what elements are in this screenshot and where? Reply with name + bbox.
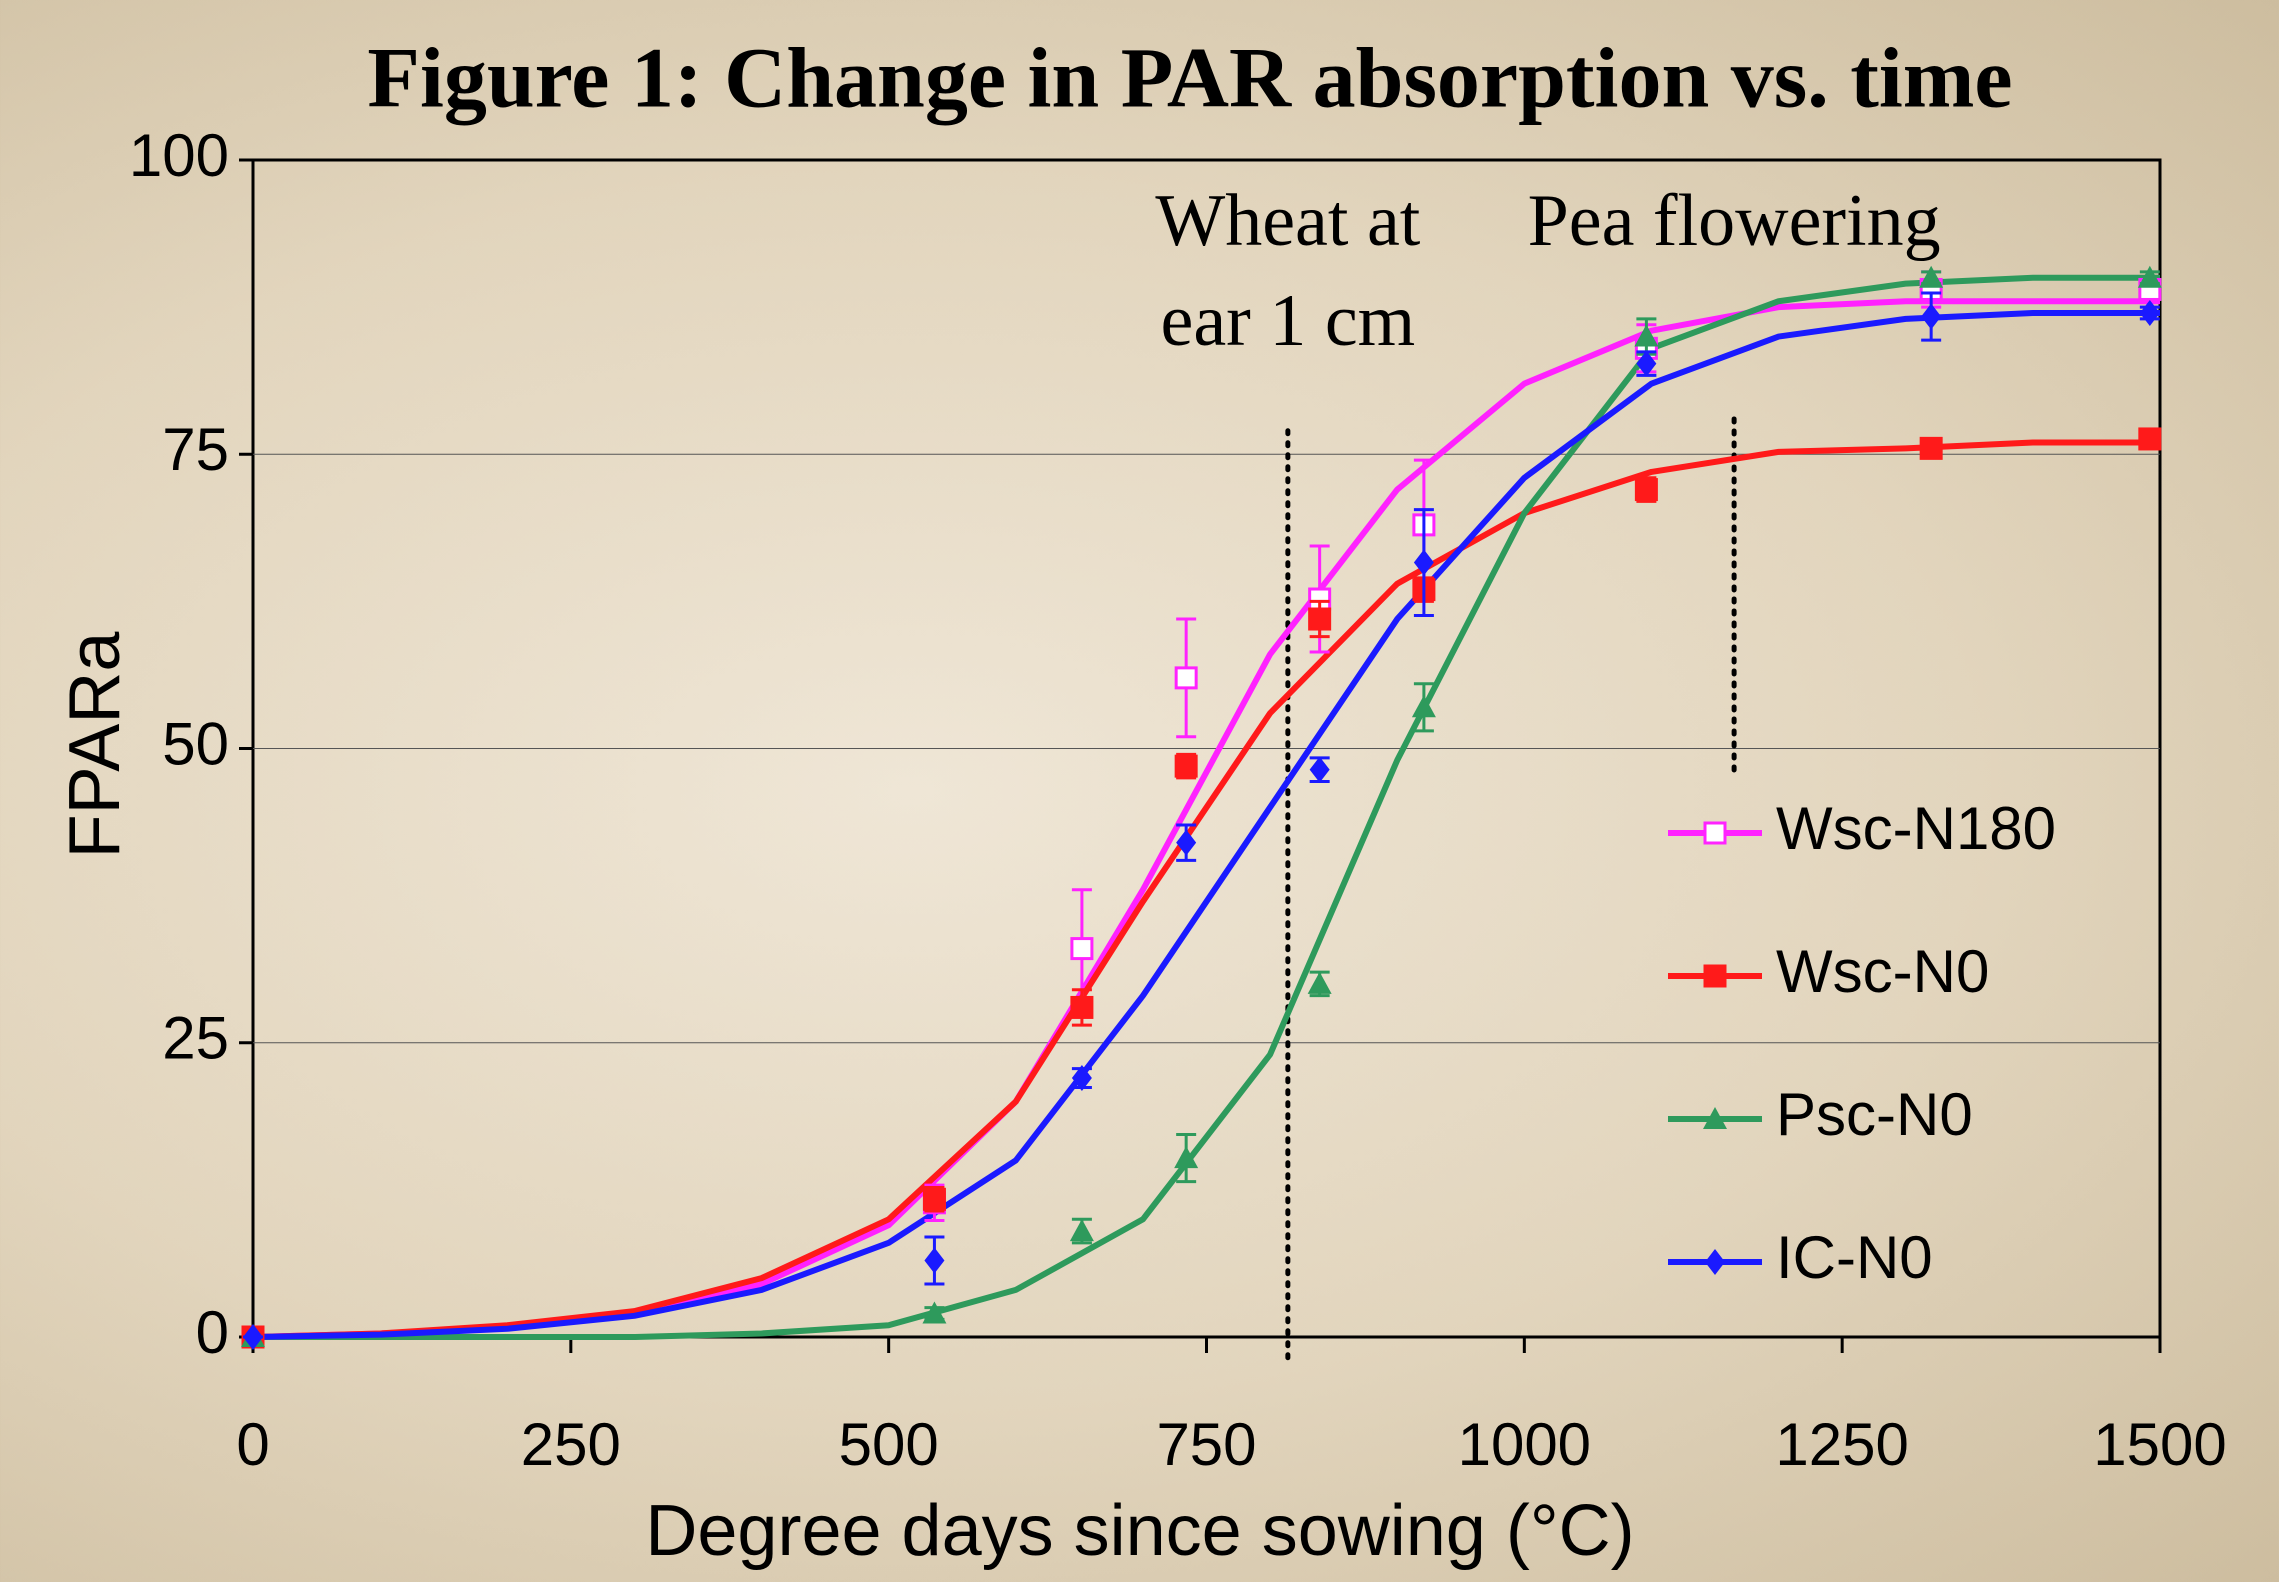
legend-marker — [1705, 966, 1725, 986]
x-tick-label: 1000 — [1458, 1411, 1591, 1478]
point — [1176, 756, 1196, 776]
point — [1308, 972, 1332, 994]
point — [1919, 266, 1943, 288]
point — [2140, 429, 2160, 449]
x-tick-label: 0 — [236, 1411, 269, 1478]
x-tick-label: 250 — [521, 1411, 621, 1478]
annotation-text: ear 1 cm — [1160, 280, 1415, 362]
y-tick-label: 50 — [162, 710, 229, 777]
point — [1310, 757, 1330, 783]
point — [1636, 480, 1656, 500]
legend-label: Psc-N0 — [1776, 1081, 1973, 1148]
y-tick-label: 75 — [162, 416, 229, 483]
chart: Figure 1: Change in PAR absorption vs. t… — [0, 0, 2279, 1582]
legend-label: Wsc-N180 — [1776, 795, 2056, 862]
point — [924, 1189, 944, 1209]
point — [924, 1247, 944, 1273]
legend-label: Wsc-N0 — [1776, 938, 1989, 1005]
legend-marker — [1705, 1249, 1725, 1275]
legend-label: IC-N0 — [1776, 1224, 1933, 1291]
point — [1072, 997, 1092, 1017]
point — [1176, 668, 1196, 688]
annotation-text: Pea flowering — [1528, 180, 1941, 262]
y-tick-label: 25 — [162, 1005, 229, 1072]
y-tick-label: 100 — [129, 122, 229, 189]
chart-title: Figure 1: Change in PAR absorption vs. t… — [367, 30, 2012, 126]
point — [1921, 438, 1941, 458]
y-tick-label: 0 — [196, 1299, 229, 1366]
x-tick-label: 1250 — [1775, 1411, 1908, 1478]
x-axis-label: Degree days since sowing (°C) — [645, 1491, 1634, 1571]
x-tick-label: 1500 — [2093, 1411, 2226, 1478]
x-tick-label: 750 — [1156, 1411, 1256, 1478]
fit-line — [253, 442, 2160, 1337]
annotation-text: Wheat at — [1155, 180, 1420, 262]
y-axis-label: FPARa — [55, 631, 135, 859]
page: Figure 1: Change in PAR absorption vs. t… — [0, 0, 2279, 1582]
point — [1310, 609, 1330, 629]
x-tick-label: 500 — [839, 1411, 939, 1478]
point — [1072, 939, 1092, 959]
legend-marker — [1705, 823, 1725, 843]
point — [1412, 695, 1436, 717]
point — [1070, 1219, 1094, 1241]
